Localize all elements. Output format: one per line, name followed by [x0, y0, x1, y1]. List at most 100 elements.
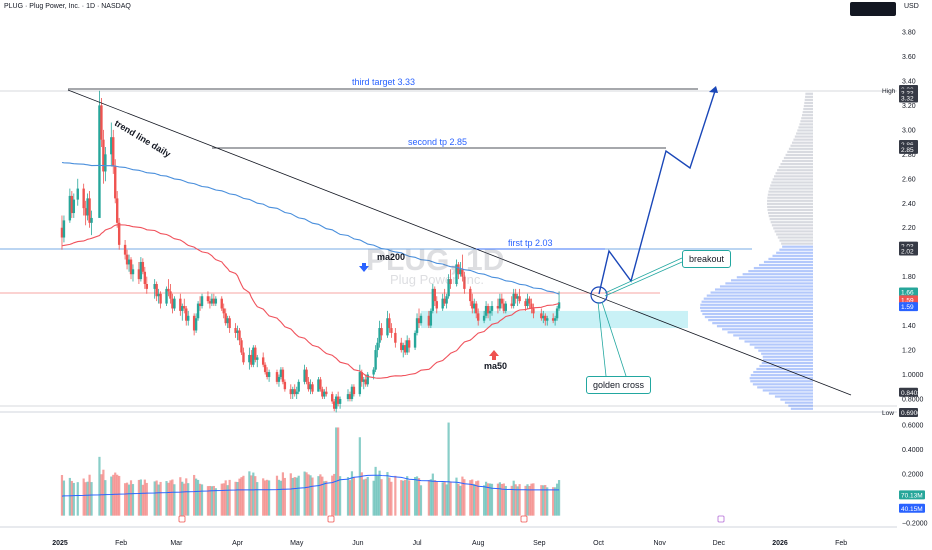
volume-profile-bar [708, 318, 813, 322]
volume-bar [187, 483, 190, 516]
volume-profile-bar [801, 114, 813, 117]
candle-body [321, 389, 324, 397]
volume-bar [544, 484, 547, 516]
third-target-label: third target 3.33 [352, 77, 416, 87]
volume-bar [289, 473, 292, 516]
volume-profile-bar [791, 141, 813, 144]
candle-body [366, 374, 369, 385]
candle-body [82, 188, 85, 209]
volume-bar [220, 483, 223, 516]
x-tick-label: Dec [713, 540, 726, 547]
volume-profile-bar [753, 370, 813, 374]
volume-bar [277, 479, 281, 516]
candle-body [279, 369, 283, 377]
candle-body [524, 301, 527, 307]
volume-profile-bar [768, 190, 813, 193]
candle-body [62, 220, 66, 238]
volume-label-box [899, 503, 925, 513]
volume-tick-label: 0.2000 [902, 472, 924, 479]
candle-body [405, 340, 409, 353]
volume-bar [127, 484, 131, 516]
volume-bar [252, 472, 255, 516]
candle-body [263, 364, 267, 373]
candle-body [476, 313, 480, 321]
volume-bar [137, 479, 141, 516]
candle-body [139, 261, 143, 280]
price-label-text: 2.85 [901, 147, 914, 154]
volume-bar [366, 476, 369, 516]
y-tick-label: 3.80 [902, 30, 916, 37]
candles [60, 90, 561, 413]
x-tick-label: 2026 [772, 540, 788, 547]
candle-body [256, 357, 259, 360]
y-tick-label: 2.40 [902, 201, 916, 208]
breakout-connector [604, 257, 683, 294]
volume-bar [490, 483, 494, 516]
volume-bar [546, 487, 549, 516]
x-tick-label: Jun [352, 540, 363, 547]
volume-bar [267, 480, 271, 516]
volume-profile-bar [770, 184, 813, 187]
candle-body [194, 318, 198, 331]
candle-body [447, 279, 450, 297]
candle-body [90, 217, 93, 223]
volume-bar [413, 477, 417, 516]
golden-cross-callout: golden cross [586, 376, 652, 394]
volume-bar [323, 481, 326, 516]
candle-body [528, 298, 531, 304]
event-marker [327, 515, 335, 523]
volume-bar [518, 484, 521, 516]
candle-body [540, 313, 543, 319]
candle-body [394, 332, 397, 343]
volume-bar [155, 480, 158, 516]
candle-body [338, 398, 342, 404]
candle-body [360, 372, 364, 382]
x-tick-label: May [290, 540, 304, 547]
y-tick-label: 2.80 [902, 152, 916, 159]
currency-box[interactable] [850, 2, 896, 16]
volume-tick-label: 0.4000 [902, 447, 924, 454]
candle-body [388, 318, 391, 329]
candle-body [261, 357, 265, 365]
ma50-up-arrow [489, 350, 499, 360]
volume-bar [281, 472, 285, 516]
volume-tick-label: 0.6000 [902, 423, 924, 430]
candle-body [475, 303, 478, 314]
volume-profile-bar [701, 300, 813, 303]
price-label-text: 1.66 [901, 289, 914, 296]
candle-body [293, 389, 296, 395]
volume-bar [262, 478, 265, 516]
candle-body [374, 350, 377, 370]
price-label-text: 1.59 [901, 304, 914, 311]
volume-bar [76, 482, 79, 516]
volume-bar [173, 484, 176, 516]
candle-body [228, 318, 231, 329]
candle-body [309, 384, 312, 390]
candle-body [281, 369, 285, 382]
first-tp-label: first tp 2.03 [508, 238, 553, 248]
volume-profile-bar [800, 120, 813, 123]
candle-body [431, 288, 435, 311]
candle-body [153, 283, 156, 289]
volume-bar [157, 484, 160, 516]
candle-body [461, 269, 464, 277]
volume-bar [224, 480, 227, 516]
trend-line-daily [67, 89, 852, 396]
volume-profile-bar [716, 325, 813, 328]
volume-bar [484, 481, 488, 516]
candle-body [407, 340, 411, 348]
volume-bar [429, 479, 432, 516]
volume-profile-bar [787, 150, 813, 153]
candle-body [404, 345, 407, 353]
x-tick-label: Aug [472, 540, 485, 547]
candle-body [226, 318, 229, 324]
y-tick-label: 3.60 [902, 54, 916, 61]
volume-profile-bar [798, 126, 813, 129]
volume-profile-bar [712, 322, 813, 325]
candle-body [123, 244, 127, 255]
volume-profile-bar [767, 202, 813, 205]
candle-body [490, 306, 494, 311]
volume-profile-bar [727, 331, 813, 334]
volume-bar [248, 471, 251, 516]
